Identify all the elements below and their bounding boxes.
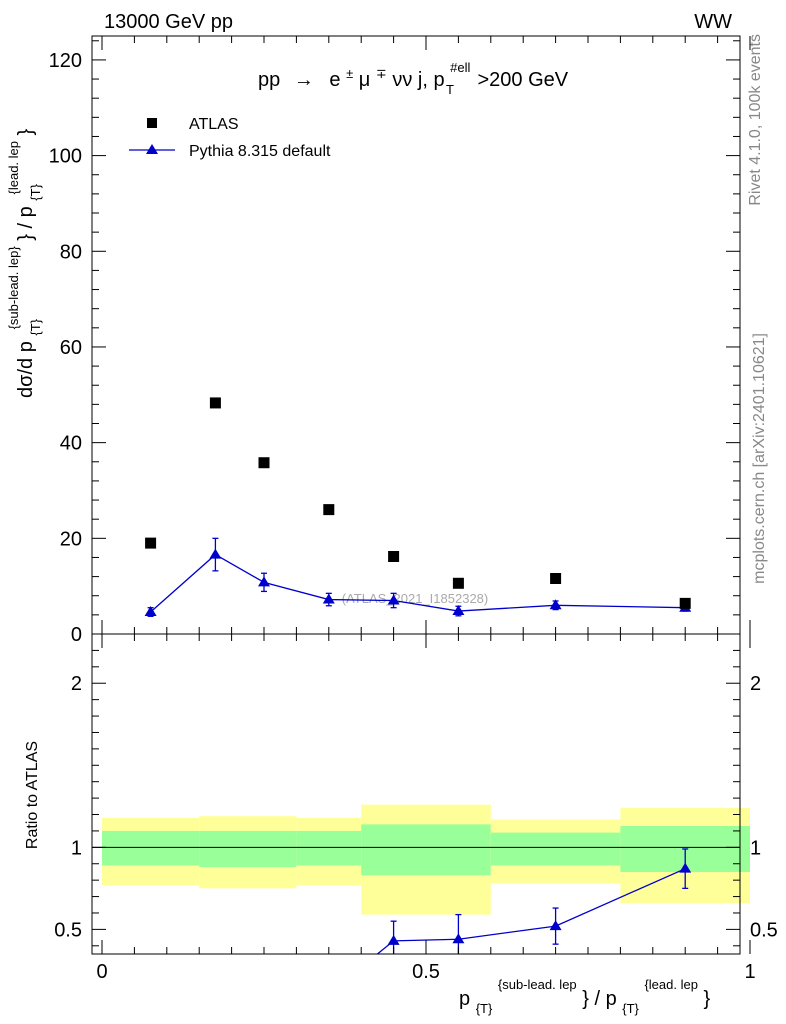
- mc-point: [322, 593, 335, 604]
- ylabel-mid: } / p: [15, 206, 37, 240]
- top-y-tick-labels: 0 20 40 60 80 100 120: [49, 50, 82, 646]
- atlas-point: [209, 397, 221, 409]
- bottom-y-tick-label: 2: [71, 673, 82, 695]
- title-sub: T: [446, 82, 454, 97]
- bottom-y-tick-label: 0.5: [54, 919, 82, 941]
- x-axis-label: p {T} {sub-lead. lep } / p {T} {lead. le…: [459, 972, 711, 1018]
- mc-point: [452, 605, 465, 616]
- bottom-y-tick-label-right: 0.5: [750, 919, 778, 941]
- legend-mc-marker: [146, 144, 158, 154]
- title-tail: >200 GeV: [477, 69, 568, 91]
- xlabel-sup1: {sub-lead. lep: [498, 977, 577, 992]
- plot-title: pp → e ± μ ∓ νν j, p #ell T >200 GeV: [258, 55, 569, 99]
- ratio-bands: [102, 804, 750, 915]
- atlas-point: [145, 537, 157, 549]
- mcplots-label: mcplots.cern.ch [arXiv:2401.10621]: [751, 333, 768, 584]
- atlas-point: [388, 550, 400, 562]
- legend: ATLAS Pythia 8.315 default: [129, 116, 331, 160]
- atlas-point: [679, 597, 691, 609]
- top-y-axis-label: dσ/d p {T} {sub-lead. lep} } / p {T} {le…: [1, 128, 45, 398]
- ylabel-sup1: {sub-lead. lep}: [6, 246, 21, 330]
- ratio-band-green: [199, 830, 297, 868]
- ratio-point: [387, 934, 400, 945]
- mc-point: [209, 548, 222, 559]
- ratio-band-green: [490, 832, 621, 866]
- title-e: e: [329, 69, 340, 91]
- header-right-label: WW: [694, 11, 732, 33]
- atlas-point: [452, 577, 464, 589]
- xlabel-sup2: {lead. lep: [644, 977, 698, 992]
- title-mu: μ: [359, 69, 371, 91]
- title-mp: ∓: [376, 66, 387, 81]
- ylabel-sub2: {T}: [28, 183, 43, 200]
- mc-point: [549, 599, 562, 610]
- bottom-frame: [91, 633, 741, 955]
- ratio-band-green: [102, 830, 200, 866]
- ratio-point: [452, 933, 465, 944]
- top-y-tick-label: 120: [49, 50, 82, 72]
- ratio-point: [679, 862, 692, 873]
- legend-atlas-label: ATLAS: [189, 116, 239, 133]
- mc-point: [258, 576, 270, 587]
- rivet-label: Rivet 4.1.0, 100k events: [747, 34, 764, 206]
- top-mc-line: [150, 553, 686, 613]
- xlabel-sub2: {T}: [622, 1001, 639, 1016]
- xlabel-p1: p: [459, 988, 470, 1010]
- bottom-x-tick-label: 0: [96, 961, 107, 983]
- bottom-y-tick-label-right: 2: [750, 673, 761, 695]
- ylabel-sup2: {lead. lep: [6, 141, 21, 195]
- ylabel-end: }: [15, 128, 37, 135]
- ylabel-main: dσ/d p: [15, 341, 37, 398]
- bottom-y-tick-label-right: 1: [750, 837, 761, 859]
- top-data-points: [145, 397, 691, 609]
- mc-point: [387, 594, 400, 605]
- top-panel: 0 20 40 60 80 100 120 (ATLAS_2021_I1852328) pp…: [1, 35, 751, 646]
- xlabel-sub1: {T}: [476, 1001, 493, 1016]
- bottom-y-axis-label: Ratio to ATLAS: [24, 741, 41, 849]
- bottom-ticks: [92, 634, 751, 954]
- ylabel-sub1: {T}: [28, 318, 43, 335]
- bottom-x-tick-label: 0.5: [412, 961, 440, 983]
- atlas-point: [258, 457, 270, 469]
- title-pm: ±: [346, 66, 353, 81]
- top-y-tick-label: 80: [60, 241, 82, 263]
- header-left-label: 13000 GeV pp: [104, 11, 233, 33]
- legend-mc-label: Pythia 8.315 default: [189, 143, 331, 160]
- xlabel-mid: } / p: [582, 988, 616, 1010]
- title-arrow: →: [294, 69, 314, 91]
- xlabel-end: }: [704, 988, 711, 1010]
- ratio-band-green: [361, 824, 491, 876]
- top-y-tick-label: 20: [60, 528, 82, 550]
- mc-point: [144, 605, 157, 616]
- top-mc-points: [144, 548, 692, 616]
- title-pp: pp: [258, 69, 280, 91]
- atlas-point: [550, 573, 562, 585]
- top-y-ticks: [92, 40, 740, 635]
- ratio-point: [549, 920, 562, 931]
- bottom-panel: 0.5 0.5 1 1 2 2 0 0.5 1 Ratio to ATLAS p {T} {su…: [24, 633, 778, 1018]
- bottom-x-tick-label: 1: [744, 961, 755, 983]
- top-x-ticks: [101, 36, 751, 634]
- bottom-tick-labels: 0.5 0.5 1 1 2 2 0 0.5 1: [54, 673, 778, 983]
- atlas-point: [323, 504, 335, 516]
- title-nunu: νν j, p: [392, 69, 444, 91]
- top-y-tick-label: 100: [49, 146, 82, 168]
- watermark-label: (ATLAS_2021_I1852328): [342, 591, 488, 606]
- top-y-tick-label: 0: [71, 624, 82, 646]
- title-sup: #ell: [450, 60, 470, 75]
- top-y-tick-label: 60: [60, 337, 82, 359]
- ratio-points: [387, 862, 692, 945]
- top-y-tick-label: 40: [60, 433, 82, 455]
- ratio-band-green: [296, 830, 362, 866]
- bottom-y-tick-label: 1: [71, 837, 82, 859]
- legend-atlas-marker: [147, 118, 157, 128]
